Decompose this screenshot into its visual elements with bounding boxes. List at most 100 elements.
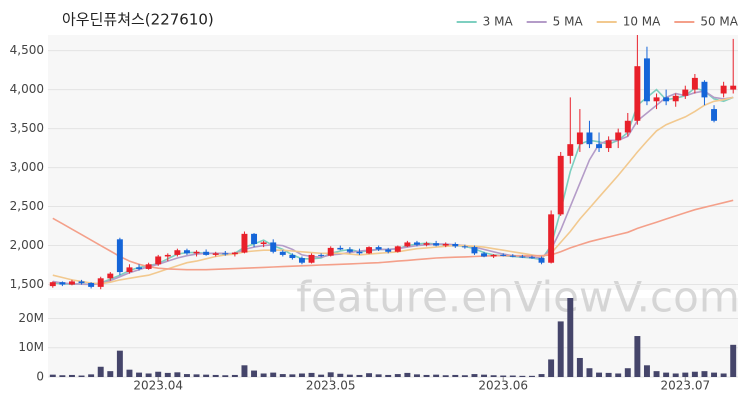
volume-bar [308, 372, 315, 377]
legend-label: 10 MA [623, 15, 661, 29]
volume-bar [423, 374, 430, 377]
volume-bar [461, 375, 468, 377]
candle-body [203, 251, 210, 255]
candle-body [413, 242, 420, 245]
candle-body [404, 242, 411, 247]
volume-tick-label: 20M [18, 311, 44, 325]
candle-body [289, 254, 296, 259]
volume-bar [509, 375, 516, 377]
candle-body [222, 253, 229, 255]
volume-bar [605, 372, 612, 377]
candle-body [251, 233, 258, 244]
candle-body [385, 249, 392, 252]
candle-body [97, 278, 104, 287]
candle-body [279, 251, 286, 255]
candle-body [720, 85, 727, 94]
candle-body [59, 282, 66, 285]
candle-body [557, 155, 564, 215]
volume-bar [567, 298, 574, 377]
volume-bar [136, 372, 143, 377]
volume-bar [346, 374, 353, 377]
candle-body [231, 252, 238, 255]
candle-body [481, 253, 488, 257]
candle-body [116, 239, 123, 273]
volume-tick-label: 0 [36, 370, 44, 384]
candle-body [538, 258, 545, 263]
volume-bar [624, 368, 631, 377]
volume-bar [682, 372, 689, 377]
volume-bar [643, 365, 650, 377]
volume-bar [471, 374, 478, 377]
volume-bar [59, 375, 66, 377]
candle-body [691, 77, 698, 90]
volume-bar [193, 374, 200, 377]
candle-body [327, 247, 334, 256]
volume-bar [596, 372, 603, 377]
volume-bar [586, 368, 593, 377]
candle-body [394, 246, 401, 252]
candle-body [260, 242, 267, 244]
candle-body [375, 247, 382, 250]
volume-bar [183, 374, 190, 377]
candle-body [605, 140, 612, 149]
y-tick-label: 2,000 [10, 238, 44, 252]
volume-bar [394, 374, 401, 377]
candle-body [145, 264, 152, 269]
candle-body [596, 144, 603, 149]
volume-bar [615, 373, 622, 377]
candle-body [643, 58, 650, 102]
candle-body [615, 132, 622, 141]
candle-body [241, 233, 248, 253]
volume-bar [260, 373, 267, 377]
volume-bar [116, 350, 123, 377]
volume-bar [490, 375, 497, 377]
volume-bar [701, 371, 708, 377]
y-tick-label: 4,000 [10, 82, 44, 96]
volume-bar [298, 373, 305, 377]
volume-bar [327, 372, 334, 377]
volume-bar [289, 374, 296, 377]
volume-bar [251, 370, 258, 377]
price-panel [48, 35, 738, 290]
candle-body [442, 243, 449, 246]
volume-bar [433, 374, 440, 377]
volume-bar [164, 372, 171, 377]
volume-bar [519, 375, 526, 377]
volume-bar [375, 374, 382, 377]
volume-bar [663, 372, 670, 377]
candle-body [212, 253, 219, 255]
candle-body [126, 267, 133, 273]
volume-bar [481, 374, 488, 377]
volume-bar [356, 374, 363, 377]
candle-body [471, 247, 478, 254]
candle-body [78, 281, 85, 283]
volume-bar [212, 374, 219, 377]
candle-body [164, 254, 171, 257]
volume-bar [538, 374, 545, 377]
volume-bar [653, 371, 660, 377]
volume-bar [318, 374, 325, 377]
candle-body [586, 132, 593, 145]
x-tick-label: 2023.07 [660, 379, 710, 393]
candle-body [730, 85, 737, 90]
watermark: feature.enViewV.com [296, 273, 739, 322]
candle-body [519, 256, 526, 258]
volume-panel [48, 298, 738, 377]
y-tick-label: 3,000 [10, 160, 44, 174]
candle-body [298, 258, 305, 263]
volume-bar [107, 371, 114, 377]
y-tick-label: 2,500 [10, 199, 44, 213]
candle-body [653, 97, 660, 102]
candle-body [682, 89, 689, 96]
candle-body [88, 282, 95, 287]
candle-body [107, 273, 114, 279]
volume-bar [711, 372, 718, 377]
volume-bar [634, 336, 641, 377]
candle-body [567, 144, 574, 156]
volume-bar [68, 374, 75, 377]
candle-body [366, 247, 373, 254]
volume-bar [145, 373, 152, 377]
volume-bar [404, 372, 411, 377]
volume-bar [337, 373, 344, 377]
volume-bar [730, 344, 737, 377]
